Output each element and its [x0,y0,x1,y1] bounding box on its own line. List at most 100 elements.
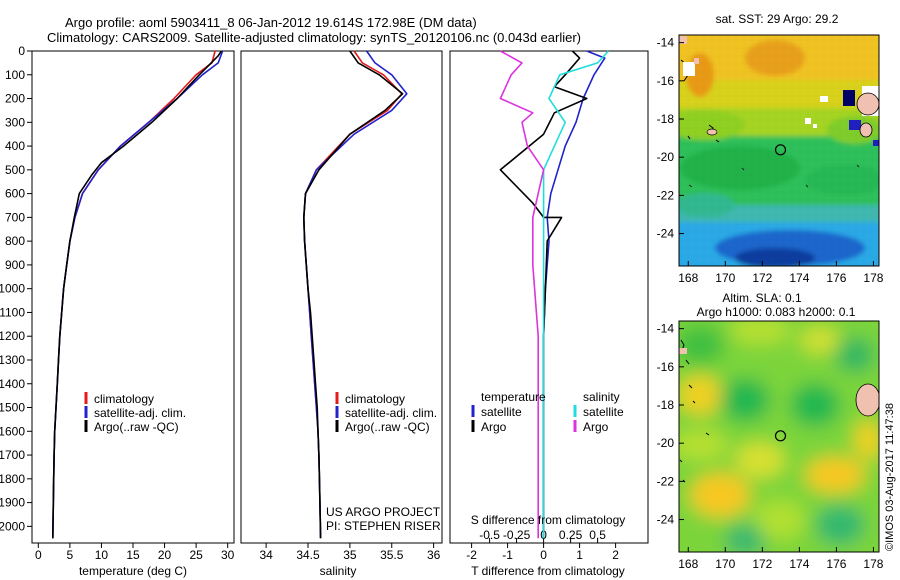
x-tick-label: 36 [427,548,441,562]
sst-map-title: sat. SST: 29 Argo: 29.2 [716,12,839,26]
legend-argo-label: Argo(..raw -QC) [345,420,430,434]
lon-tick-label: 176 [826,271,846,285]
depth-tick-label: 1800 [0,472,25,486]
x-tick-label: 15 [126,548,140,562]
legend-t-satellite-label: satellite [481,405,522,419]
difference-series [499,50,609,539]
lon-tick-label: 174 [789,271,809,285]
lat-tick-label: -24 [657,513,675,527]
depth-tick-label: 500 [5,163,25,177]
depth-tick-label: 1200 [0,329,25,343]
lat-tick-label: -18 [657,112,675,126]
legend-satellite-label: satellite-adj. clim. [94,406,186,420]
depth-tick-label: 1000 [0,282,25,296]
imos-credit: ©IMOS 03-Aug-2017 11:47:38 [884,403,896,551]
depth-tick-label: 1300 [0,353,25,367]
x-tick-label: -2 [466,548,477,562]
temperature-panel: 0100200300400500600700800900100011001200… [0,44,235,578]
lon-tick-label: 172 [752,557,772,571]
s-difference-label: S difference from climatology [471,513,626,527]
x-tick-label: 2 [612,548,619,562]
legend-climatology-label: climatology [345,392,405,406]
difference-plot-frame [449,50,649,544]
sst-argo-position-marker [774,144,787,156]
x-tick-label: 35 [343,548,357,562]
t-difference-x-axis: -2 -1 0 1 2 [466,543,619,562]
depth-tick-label: 1700 [0,448,25,462]
depth-tick-label: 1100 [0,305,25,319]
depth-tick-label: 400 [5,139,25,153]
lat-tick-label: -18 [657,398,675,412]
depth-tick-label: 200 [5,92,25,106]
t-difference-label: T difference from climatology [471,564,625,578]
series-line-argo [499,50,545,539]
lon-tick-label: 172 [752,271,772,285]
depth-tick-label: 100 [5,68,25,82]
lon-tick-label: 170 [715,271,735,285]
depth-tick-label: 1900 [0,496,25,510]
salinity-panel: 34 34.5 35 35.5 36 salinity climatology sate… [240,50,443,578]
x-tick-label: 25 [189,548,203,562]
legend-s-satellite-label: satellite [583,405,624,419]
difference-panel: -2 -1 0 1 2 -0.5 -0.25 0 0.25 0.5 S difference f… [449,50,649,578]
lat-tick-label: -22 [657,188,675,202]
x-tick-label: 1 [576,548,583,562]
depth-axis: 0 100 200 300 400 500 600 700 800 900 1000 1100 1200… [0,44,32,533]
lon-tick-label: 178 [863,557,883,571]
lat-tick-label: -14 [657,322,675,336]
sla-argo-position-marker [774,430,787,442]
legend-satellite-label: satellite-adj. clim. [345,406,437,420]
series-line-argo-raw-qc- [52,50,223,539]
s-tick-label: -0.25 [503,528,531,542]
lon-tick-label: 170 [715,557,735,571]
temperature-legend: climatology satellite-adj. clim. Argo(..… [84,392,186,434]
sla-longitude-axis: 168 170 172 174 176 178 [678,547,884,571]
x-tick-label: 30 [221,548,235,562]
s-tick-label: -0.5 [479,528,500,542]
lat-tick-label: -16 [657,74,675,88]
depth-tick-label: 2000 [0,519,25,533]
series-line-argo-raw-qc- [302,50,404,539]
sla-map-title-line2: Argo h1000: 0.083 h2000: 0.1 [697,305,856,319]
depth-tick-label: 900 [5,258,25,272]
salinity-xlabel: salinity [320,564,357,578]
sst-map-frame [678,34,880,267]
salinity-plot-frame [240,50,443,544]
sla-field [679,321,879,552]
s-tick-label: 0.25 [559,528,583,542]
sst-field [679,35,879,266]
series-line-satellite [542,50,606,539]
s-difference-x-axis: -0.5 -0.25 0 0.25 0.5 [479,528,606,543]
depth-tick-label: 1400 [0,377,25,391]
sst-map-panel: sat. SST: 29 Argo: 29.2 [657,12,884,285]
lon-tick-label: 168 [678,557,698,571]
lon-tick-label: 174 [789,557,809,571]
x-tick-label: 0 [540,548,547,562]
series-line-satellite-adj-clim- [52,50,224,539]
x-tick-label: 34.5 [296,548,320,562]
sla-map-panel: Altim. SLA: 0.1 Argo h1000: 0.083 h2000:… [657,291,884,571]
depth-tick-label: 1500 [0,401,25,415]
salinity-legend: climatology satellite-adj. clim. Argo(..… [335,392,437,434]
depth-tick-label: 600 [5,187,25,201]
x-tick-label: 0 [35,548,42,562]
lat-tick-label: -14 [657,36,675,50]
depth-tick-label: 0 [18,44,25,58]
series-line-satellite [542,50,609,539]
lat-tick-label: -24 [657,227,675,241]
x-tick-label: 20 [158,548,172,562]
lat-tick-label: -16 [657,360,675,374]
depth-tick-label: 800 [5,234,25,248]
figure-title-line2: Climatology: CARS2009. Satellite-adjuste… [47,30,581,45]
depth-tick-label: 700 [5,210,25,224]
depth-tick-label: 300 [5,115,25,129]
x-tick-label: 35.5 [380,548,404,562]
legend-t-argo-label: Argo [481,420,507,434]
sla-latitude-axis: -14 -16 -18 -20 -22 -24 [657,322,684,527]
temperature-xlabel: temperature (deg C) [79,564,187,578]
temperature-series [52,50,224,539]
x-tick-label: -1 [502,548,513,562]
x-tick-label: 34 [259,548,273,562]
series-line-climatology [52,50,216,539]
